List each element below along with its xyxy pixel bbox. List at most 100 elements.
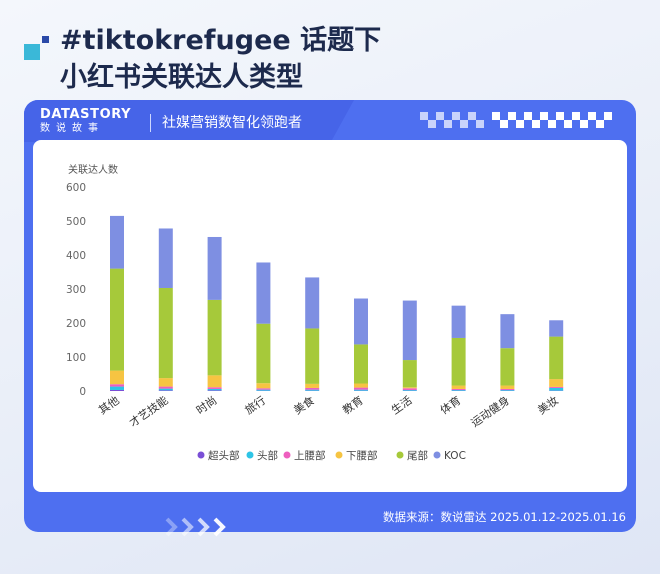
bar-segment xyxy=(207,390,222,391)
x-tick-label: 其他 xyxy=(96,394,121,417)
bar-segment xyxy=(207,236,222,300)
bar-segment xyxy=(207,375,222,388)
legend-label: 超头部 xyxy=(208,449,240,462)
bar-segment xyxy=(549,387,564,391)
x-tick-label: 美妆 xyxy=(535,394,560,417)
bar-segment xyxy=(256,388,271,390)
bar-segment xyxy=(110,268,124,371)
legend-item: 头部 xyxy=(246,449,278,462)
y-tick-label: 200 xyxy=(66,318,86,330)
legend-swatch xyxy=(197,451,205,459)
y-tick-label: 0 xyxy=(79,386,86,398)
decor-square-large xyxy=(24,44,40,60)
header-divider xyxy=(150,114,151,132)
legend-swatch xyxy=(283,451,291,459)
brand-name: DATASTORY xyxy=(40,107,132,122)
title-line-1: #tiktokrefugee 话题下 xyxy=(60,25,382,56)
bar-segment xyxy=(549,320,564,337)
bar-segment xyxy=(305,277,320,329)
bar-segment xyxy=(207,387,222,389)
legend-label: 下腰部 xyxy=(346,449,378,462)
bar-segment xyxy=(402,360,417,388)
x-tick-label: 才艺技能 xyxy=(126,393,170,430)
bar-segment xyxy=(158,390,173,391)
decor-arrows xyxy=(165,517,226,537)
bar-segment xyxy=(549,386,564,388)
bar-segment xyxy=(354,389,368,391)
legend-item: KOC xyxy=(433,450,466,462)
bar-segment xyxy=(158,287,173,379)
chart-panel xyxy=(33,140,627,492)
bar-segment xyxy=(500,388,515,390)
legend-item: 上腰部 xyxy=(283,449,326,462)
bar-segment xyxy=(110,389,124,391)
y-tick-label: 500 xyxy=(66,216,86,228)
bar-segment xyxy=(256,323,271,384)
bar-segment xyxy=(110,370,124,385)
x-tick-label: 时尚 xyxy=(193,393,219,417)
bar-segment xyxy=(207,299,222,376)
bar-segment xyxy=(354,387,368,390)
bar-segment xyxy=(256,389,271,391)
legend-item: 超头部 xyxy=(197,449,240,462)
bar-segment xyxy=(305,389,320,391)
bar-segment xyxy=(451,337,466,386)
bar-segment xyxy=(110,215,124,269)
legend-swatch xyxy=(246,451,254,459)
bar-segment xyxy=(402,388,417,390)
y-axis-label: 关联达人数 xyxy=(68,163,118,176)
bar-segment xyxy=(256,383,271,389)
x-tick-label: 体育 xyxy=(437,393,463,417)
bar-segment xyxy=(451,388,466,390)
bar-segment xyxy=(256,262,271,324)
slogan: 社媒营销数智化领跑者 xyxy=(162,115,302,131)
bar-segment xyxy=(354,383,368,388)
decor-square-small xyxy=(42,36,49,43)
bar-segment xyxy=(549,336,564,380)
x-tick-label: 运动健身 xyxy=(468,393,512,430)
legend-label: 上腰部 xyxy=(294,449,326,462)
y-tick-label: 400 xyxy=(66,250,86,262)
bar-segment xyxy=(402,300,417,361)
bar-segment xyxy=(500,314,515,349)
bar-segment xyxy=(402,387,417,389)
bar-segment xyxy=(305,383,320,388)
page-title: #tiktokrefugee 话题下 小红书关联达人类型 xyxy=(60,22,381,96)
bar-segment xyxy=(451,305,466,338)
legend-swatch xyxy=(433,451,441,459)
legend-item: 下腰部 xyxy=(335,449,378,462)
bar-segment xyxy=(500,389,515,391)
checker-pattern xyxy=(420,112,612,128)
x-tick-label: 教育 xyxy=(340,393,366,417)
legend-label: 头部 xyxy=(257,449,278,462)
x-tick-label: 美食 xyxy=(291,393,317,417)
header-bar xyxy=(24,100,354,142)
bar-segment xyxy=(305,328,320,384)
bar-segment xyxy=(158,386,173,389)
bar-segment xyxy=(354,344,368,384)
bar-segment xyxy=(305,387,320,390)
bar-segment xyxy=(110,384,124,387)
x-tick-label: 生活 xyxy=(388,393,414,417)
bar-segment xyxy=(402,389,417,391)
legend-item: 尾部 xyxy=(396,449,428,462)
bar-segment xyxy=(354,298,368,345)
x-tick-label: 旅行 xyxy=(242,393,268,417)
bar-segment xyxy=(451,385,466,389)
y-tick-label: 600 xyxy=(66,182,86,194)
data-source: 数据来源：数说雷达 2025.01.12-2025.01.16 xyxy=(383,510,626,524)
bar-segment xyxy=(207,388,222,391)
bar-segment xyxy=(158,388,173,391)
legend-swatch xyxy=(335,451,343,459)
bar-segment xyxy=(500,385,515,389)
bar-segment xyxy=(500,348,515,386)
brand-sub: 数说故事 xyxy=(40,123,104,134)
brand-logo: DATASTORY 数说故事 xyxy=(40,108,131,135)
title-line-2: 小红书关联达人类型 xyxy=(60,62,303,93)
legend-swatch xyxy=(396,451,404,459)
y-tick-label: 300 xyxy=(66,284,86,296)
bar-segment xyxy=(158,228,173,288)
legend-label: KOC xyxy=(444,450,466,462)
bar-segment xyxy=(110,386,124,390)
